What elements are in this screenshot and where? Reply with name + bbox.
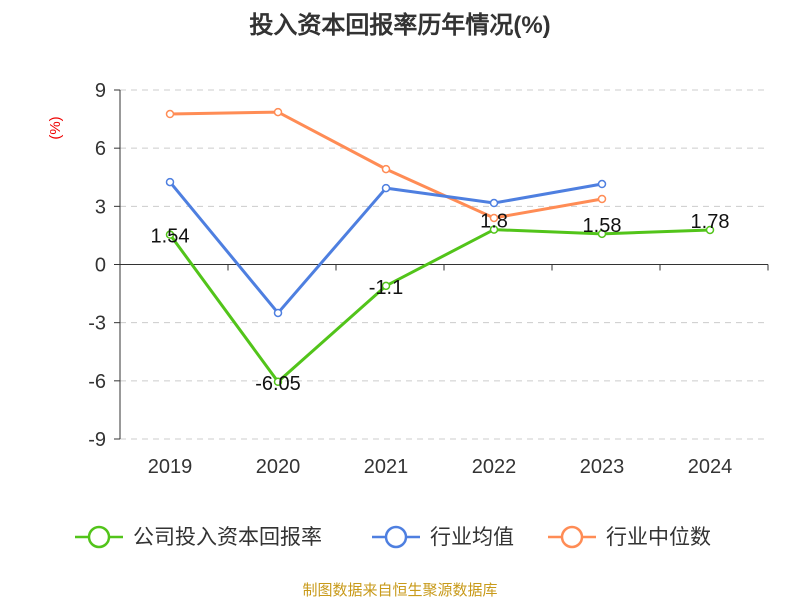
data-label: 1.78 [691,211,730,233]
data-point [381,164,391,174]
data-point [597,194,607,204]
data-point [489,198,499,208]
x-tick-label: 2022 [472,456,517,478]
data-point [273,308,283,318]
y-tick-label: 9 [95,80,106,102]
data-source: 制图数据来自恒生聚源数据库 [302,582,497,599]
legend-item: 公司投入资本回报率 [75,525,322,549]
series-line [168,228,711,385]
x-tick-label: 2023 [580,456,625,478]
y-tick-label: -9 [88,429,106,451]
data-point [273,107,283,117]
data-label: 1.58 [583,215,622,237]
legend-label: 行业中位数 [606,526,711,549]
data-label: -1.1 [369,277,403,299]
x-tick-label: 2024 [688,456,733,478]
data-point [165,177,175,187]
data-label: -6.05 [255,373,301,395]
legend-label: 公司投入资本回报率 [133,526,322,549]
y-tick-label: -3 [88,313,106,335]
y-tick-label: -6 [88,371,106,393]
legend-label: 行业均值 [430,526,514,549]
legend-item: 行业均值 [372,525,514,549]
data-point [597,179,607,189]
data-label: 1.54 [151,226,190,248]
data-point [489,213,499,223]
legend-item: 行业中位数 [548,525,711,549]
x-tick-label: 2020 [256,456,301,478]
data-point [705,225,715,235]
chart-title: 投入资本回报率历年情况(%) [249,11,550,39]
data-point [489,225,499,234]
data-label: 1.8 [480,211,508,233]
y-tick-label: 3 [95,196,106,218]
legend-marker-icon [560,525,584,549]
data-point [165,109,175,119]
x-tick-label: 2019 [148,456,193,478]
y-axis-unit: (%) [47,116,64,139]
data-point [381,183,391,193]
data-point [165,230,175,239]
data-point [381,281,391,291]
x-tick-label: 2021 [364,456,409,478]
legend-marker-icon [87,525,111,549]
data-point [597,229,607,239]
data-point [273,377,283,387]
y-tick-label: 0 [95,255,106,277]
legend-marker-icon [384,525,408,549]
y-tick-label: 6 [95,138,106,160]
